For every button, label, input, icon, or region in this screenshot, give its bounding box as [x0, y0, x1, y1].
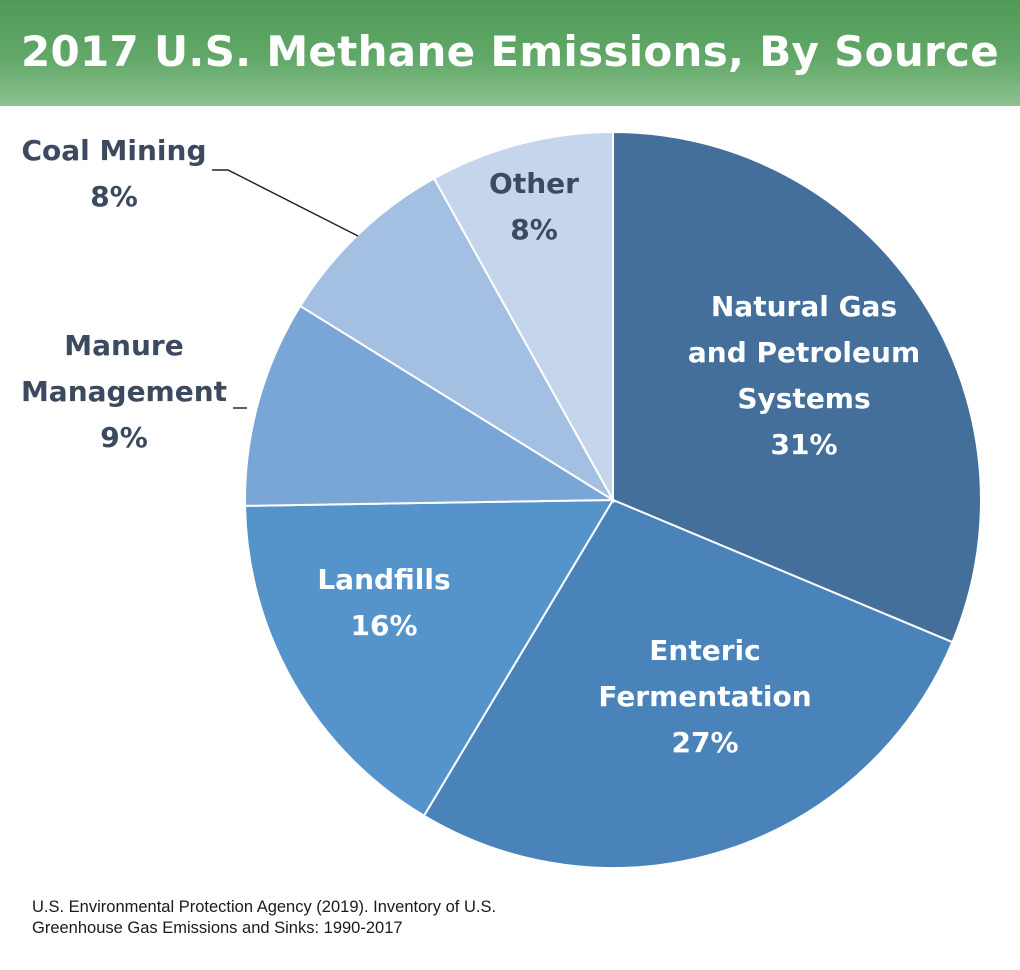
slice-name-label: Systems: [737, 382, 870, 415]
leader-line: [212, 169, 359, 237]
source-citation: U.S. Environmental Protection Agency (20…: [32, 897, 592, 939]
source-line-1: U.S. Environmental Protection Agency (20…: [32, 898, 497, 916]
source-line-2: Greenhouse Gas Emissions and Sinks: 1990…: [32, 919, 403, 937]
slice-name-label: Coal Mining: [22, 134, 207, 167]
slice-value-label: 16%: [350, 609, 417, 642]
slice-name-label: Enteric: [649, 634, 760, 667]
pie-slice-landfills: [244, 498, 615, 818]
slice-name-label: Fermentation: [598, 680, 811, 713]
slice-name-label: Other: [489, 167, 579, 200]
pie-slice-enteric-fermentation: [422, 498, 954, 869]
slice-value-label: 8%: [90, 180, 138, 213]
slice-value-label: 27%: [671, 726, 738, 759]
slice-label: Coal Mining 8%: [22, 134, 207, 213]
pie-slice-coal-mining: [298, 177, 616, 503]
slice-name-label: and Petroleum: [688, 336, 920, 369]
slice-value-label: 9%: [100, 421, 148, 454]
slice-label: Enteric Fermentation 27%: [598, 634, 811, 759]
pie-slice-natural-gas-and-petroleum-systems: [612, 130, 982, 644]
slice-name-label: Management: [21, 375, 227, 408]
slice-label: Other 8%: [489, 167, 579, 246]
slice-label: Landfills 16%: [317, 563, 450, 642]
slice-name-label: Manure: [64, 329, 183, 362]
slice-label: Natural Gas and Petroleum Systems 31%: [688, 290, 920, 461]
pie-slice-manure-management: [244, 304, 617, 507]
slice-name-label: Landfills: [317, 563, 450, 596]
pie-slice-other: [432, 130, 614, 504]
slice-value-label: 8%: [510, 213, 558, 246]
chart-title: 2017 U.S. Methane Emissions, By Source: [20, 26, 1000, 76]
title-banner: 2017 U.S. Methane Emissions, By Source: [0, 0, 1020, 106]
slice-name-label: Natural Gas: [711, 290, 897, 323]
slice-label: Manure Management 9%: [21, 329, 227, 454]
slice-value-label: 31%: [770, 428, 837, 461]
